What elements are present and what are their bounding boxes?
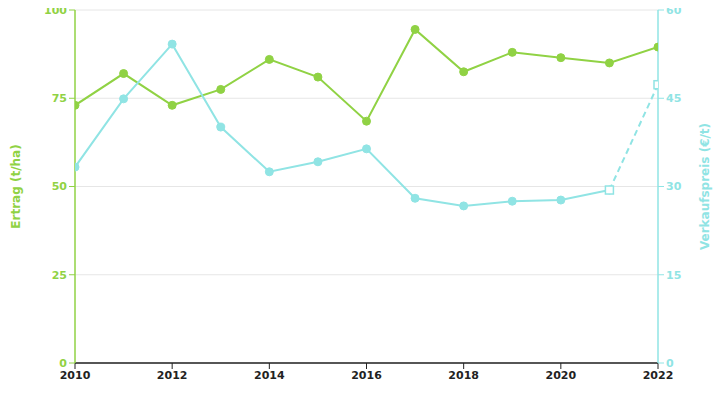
- svg-text:2018: 2018: [448, 369, 479, 382]
- svg-text:50: 50: [52, 180, 68, 193]
- svg-text:2014: 2014: [254, 369, 285, 382]
- svg-text:15: 15: [666, 269, 681, 282]
- svg-text:Ertrag (t/ha): Ertrag (t/ha): [9, 144, 23, 228]
- svg-text:0: 0: [666, 357, 674, 370]
- svg-text:75: 75: [52, 92, 67, 105]
- svg-text:2020: 2020: [546, 369, 577, 382]
- svg-text:30: 30: [666, 180, 682, 193]
- svg-text:25: 25: [52, 269, 67, 282]
- svg-text:60: 60: [666, 8, 682, 17]
- svg-text:45: 45: [666, 92, 681, 105]
- svg-text:2022: 2022: [643, 369, 674, 382]
- svg-text:0: 0: [59, 357, 67, 370]
- svg-text:100: 100: [44, 8, 67, 17]
- svg-text:2012: 2012: [157, 369, 188, 382]
- svg-text:Verkaufspreis (€/t): Verkaufspreis (€/t): [698, 123, 712, 250]
- svg-text:2016: 2016: [351, 369, 382, 382]
- svg-text:2010: 2010: [60, 369, 91, 382]
